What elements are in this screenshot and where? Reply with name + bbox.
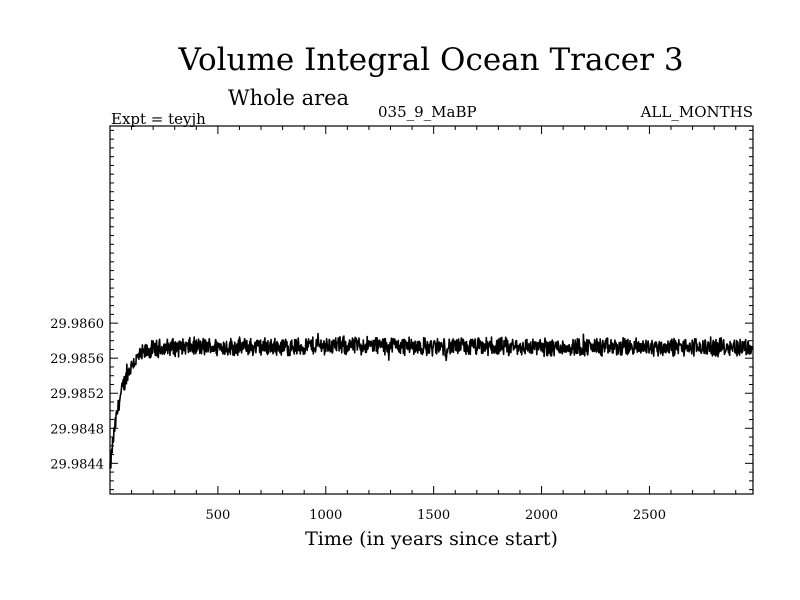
y-tick-label: 29.9852: [50, 387, 104, 402]
tick-labels: 500 1000 1500 2000 2500 29.9844 29.9848 29.9852…: [50, 317, 666, 523]
y-tick-label: 29.9860: [50, 317, 104, 332]
y-tick-label: 29.9856: [50, 352, 104, 367]
chart-subtitle: Whole area: [228, 86, 350, 110]
plot-frame: [109, 125, 754, 495]
y-tick-label: 29.9848: [50, 422, 104, 437]
axis-ticks: [110, 126, 753, 494]
experiment-label: Expt = teyjh: [111, 110, 206, 128]
x-axis-label: Time (in years since start): [305, 528, 558, 550]
chart-title: Volume Integral Ocean Tracer 3: [178, 42, 684, 78]
x-tick-label: 2000: [525, 508, 558, 523]
months-label: ALL_MONTHS: [640, 103, 753, 121]
run-label: 035_9_MaBP: [378, 103, 477, 121]
x-tick-label: 1500: [417, 508, 450, 523]
x-tick-label: 1000: [309, 508, 342, 523]
series-line: [109, 332, 754, 469]
x-tick-label: 500: [205, 508, 230, 523]
y-tick-label: 29.9844: [50, 457, 104, 472]
x-tick-label: 2500: [633, 508, 666, 523]
